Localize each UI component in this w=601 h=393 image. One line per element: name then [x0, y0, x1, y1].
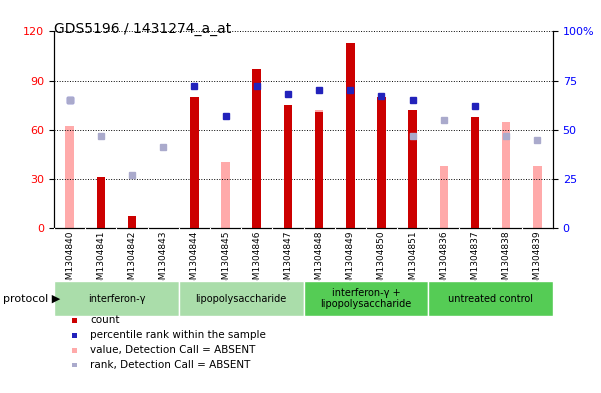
- Bar: [502, 121, 510, 228]
- Bar: [252, 69, 261, 228]
- Bar: [66, 127, 74, 228]
- Bar: [315, 110, 323, 228]
- Bar: [304, 281, 428, 316]
- Text: GSM1304846: GSM1304846: [252, 231, 261, 291]
- Bar: [471, 117, 479, 228]
- Text: GSM1304848: GSM1304848: [314, 231, 323, 291]
- Bar: [128, 217, 136, 228]
- Text: GSM1304844: GSM1304844: [190, 231, 199, 291]
- Text: GSM1304849: GSM1304849: [346, 231, 355, 291]
- Text: GSM1304836: GSM1304836: [439, 231, 448, 291]
- Text: GSM1304841: GSM1304841: [96, 231, 105, 291]
- Text: GDS5196 / 1431274_a_at: GDS5196 / 1431274_a_at: [54, 22, 231, 36]
- Text: GSM1304839: GSM1304839: [533, 231, 542, 291]
- Text: GSM1304845: GSM1304845: [221, 231, 230, 291]
- Bar: [97, 177, 105, 228]
- Text: GSM1304843: GSM1304843: [159, 231, 168, 291]
- Bar: [439, 166, 448, 228]
- Text: count: count: [90, 315, 120, 325]
- Bar: [284, 105, 292, 228]
- Text: rank, Detection Call = ABSENT: rank, Detection Call = ABSENT: [90, 360, 251, 370]
- Bar: [179, 281, 304, 316]
- Text: interferon-γ: interferon-γ: [88, 294, 145, 304]
- Text: value, Detection Call = ABSENT: value, Detection Call = ABSENT: [90, 345, 255, 355]
- Text: lipopolysaccharide: lipopolysaccharide: [195, 294, 287, 304]
- Bar: [533, 166, 542, 228]
- Bar: [190, 97, 199, 228]
- Text: GSM1304847: GSM1304847: [284, 231, 293, 291]
- Text: GSM1304851: GSM1304851: [408, 231, 417, 291]
- Text: GSM1304850: GSM1304850: [377, 231, 386, 291]
- Text: GSM1304838: GSM1304838: [502, 231, 511, 291]
- Text: interferon-γ +
lipopolysaccharide: interferon-γ + lipopolysaccharide: [320, 288, 412, 309]
- Bar: [54, 281, 179, 316]
- Text: percentile rank within the sample: percentile rank within the sample: [90, 330, 266, 340]
- Bar: [408, 110, 417, 228]
- Text: GSM1304840: GSM1304840: [65, 231, 74, 291]
- Bar: [346, 43, 355, 228]
- Text: protocol ▶: protocol ▶: [3, 294, 60, 304]
- Bar: [377, 97, 386, 228]
- Bar: [315, 112, 323, 228]
- Text: GSM1304837: GSM1304837: [471, 231, 480, 291]
- Text: untreated control: untreated control: [448, 294, 533, 304]
- Text: GSM1304842: GSM1304842: [127, 231, 136, 291]
- Bar: [428, 281, 553, 316]
- Bar: [221, 162, 230, 228]
